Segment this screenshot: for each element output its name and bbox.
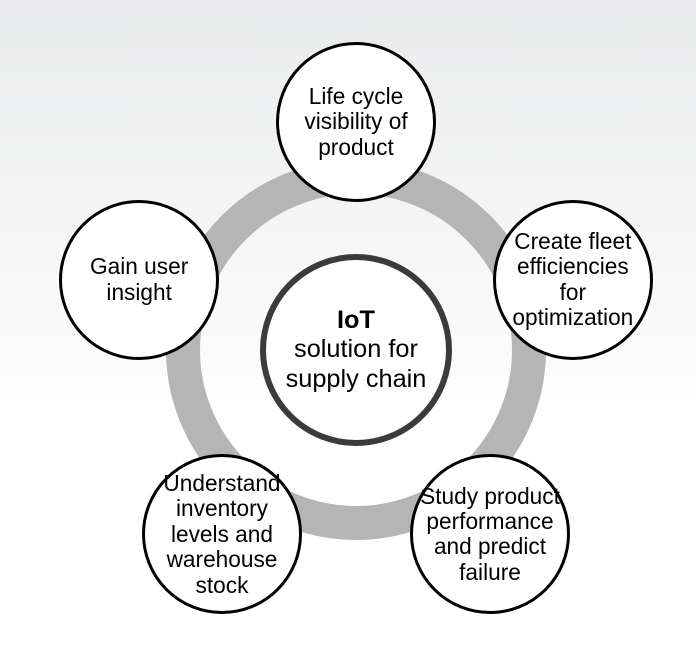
node-inventory-label: Understand inventory levels and warehous… [145, 471, 299, 598]
center-label: IoT solution for supply chain [266, 306, 446, 393]
diagram-canvas: IoT solution for supply chain Life cycle… [0, 0, 696, 657]
node-lifecycle: Life cycle visibility of product [276, 42, 436, 202]
node-fleet: Create fleet efficiencies for optimizati… [493, 200, 653, 360]
node-insight-label: Gain user insight [62, 254, 216, 305]
node-lifecycle-label: Life cycle visibility of product [279, 84, 433, 160]
node-performance: Study product performance and predict fa… [410, 454, 570, 614]
center-title-rest: solution for supply chain [286, 335, 427, 392]
node-insight: Gain user insight [59, 200, 219, 360]
center-hub: IoT solution for supply chain [260, 254, 452, 446]
center-title-bold: IoT [337, 306, 375, 334]
node-fleet-label: Create fleet efficiencies for optimizati… [496, 229, 650, 331]
node-inventory: Understand inventory levels and warehous… [142, 454, 302, 614]
node-performance-label: Study product performance and predict fa… [413, 484, 567, 586]
